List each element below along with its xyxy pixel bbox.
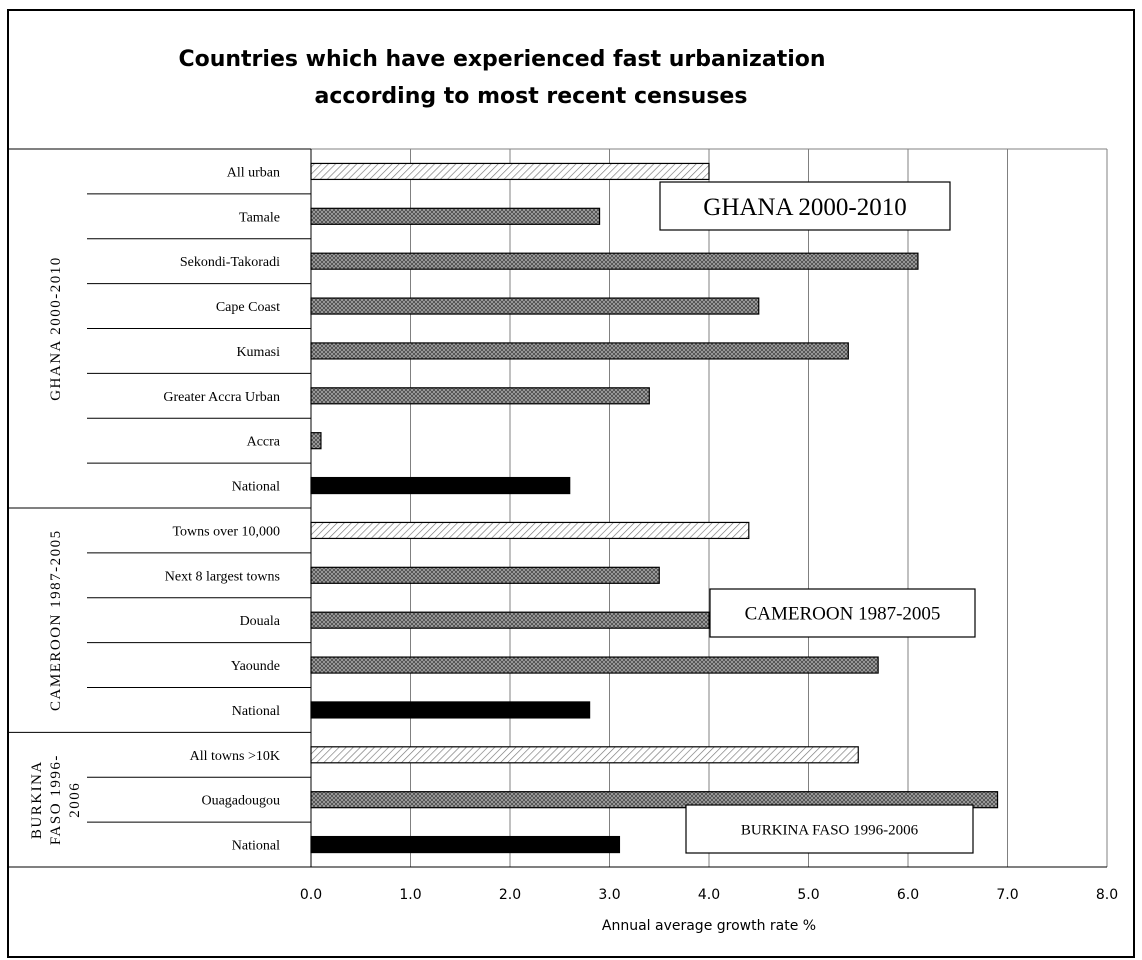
category-label: National: [232, 704, 280, 719]
annotation-box: [709, 588, 976, 638]
category-label: All urban: [227, 165, 280, 180]
category-label: Towns over 10,000: [172, 524, 280, 539]
x-tick-label: 3.0: [598, 887, 620, 903]
annotation-label: CAMEROON 1987-2005: [745, 604, 941, 625]
bar-greater-accra-urban: [310, 387, 650, 405]
bar-national: [310, 701, 591, 719]
group-label-line: GHANA 2000-2010: [48, 256, 64, 401]
category-label: All towns >10K: [190, 749, 280, 764]
group-label-line: 2006: [67, 782, 83, 818]
category-label: Sekondi-Takoradi: [180, 255, 280, 270]
chart-title-line-2: according to most recent censuses: [315, 84, 748, 109]
category-label: Next 8 largest towns: [165, 569, 280, 584]
bar-douala: [310, 611, 710, 629]
x-tick-label: 7.0: [996, 887, 1018, 903]
category-label: Greater Accra Urban: [163, 390, 280, 405]
group-label-line: FASO 1996-: [48, 754, 64, 845]
group-label-group: CAMEROON 1987-2005: [48, 529, 64, 711]
category-label: Tamale: [239, 210, 280, 225]
annotation-label: BURKINA FASO 1996-2006: [741, 822, 919, 838]
chart-title-line-1: Countries which have experienced fast ur…: [178, 47, 825, 72]
category-label: Yaounde: [231, 659, 280, 674]
x-tick-label: 1.0: [399, 887, 421, 903]
category-label: Accra: [247, 435, 281, 450]
annotation-label: GHANA 2000-2010: [703, 194, 906, 221]
category-label: National: [232, 480, 280, 495]
category-label: Douala: [240, 614, 281, 629]
bar-tamale: [310, 207, 601, 225]
category-label: Kumasi: [236, 345, 280, 360]
chart-frame: Countries which have experienced fast ur…: [7, 9, 1135, 958]
bar-ouagadougou: [310, 791, 999, 809]
x-tick-label: 4.0: [698, 887, 720, 903]
bar-next-8-largest-towns: [310, 566, 660, 584]
x-tick-label: 8.0: [1096, 887, 1118, 903]
bar-cape-coast: [310, 297, 760, 315]
bar-national: [310, 476, 571, 495]
annotation-box: [659, 181, 951, 231]
group-label-group: GHANA 2000-2010: [48, 256, 64, 401]
annotation-box: [685, 804, 974, 854]
chart-svg: Countries which have experienced fast ur…: [9, 47, 1118, 934]
bar-towns-over-10-000: [310, 521, 750, 540]
bar-yaounde: [310, 656, 879, 674]
bar-kumasi: [310, 342, 849, 360]
group-label-group: BURKINA FASO 1996- 2006: [29, 754, 83, 845]
x-axis-label: Annual average growth rate %: [602, 918, 816, 934]
category-label: National: [232, 839, 280, 854]
x-tick-label: 2.0: [499, 887, 521, 903]
group-label-line: CAMEROON 1987-2005: [48, 529, 64, 711]
bar-sekondi-takoradi: [310, 252, 919, 270]
bar-national: [310, 835, 621, 854]
plot-area: 0.0 1.0 2.0 3.0 4.0 5.0 6.0 7.0 8.0 All urban Tama…: [9, 148, 1118, 903]
category-label: Cape Coast: [216, 300, 280, 315]
bar-accra: [310, 432, 322, 450]
group-label-line: BURKINA: [29, 760, 45, 839]
bar-all-urban: [310, 162, 710, 181]
bar-all-towns-10k: [310, 746, 859, 764]
category-label: Ouagadougou: [201, 794, 280, 809]
x-tick-label: 5.0: [797, 887, 819, 903]
x-tick-label: 0.0: [300, 887, 322, 903]
x-tick-label: 6.0: [897, 887, 919, 903]
